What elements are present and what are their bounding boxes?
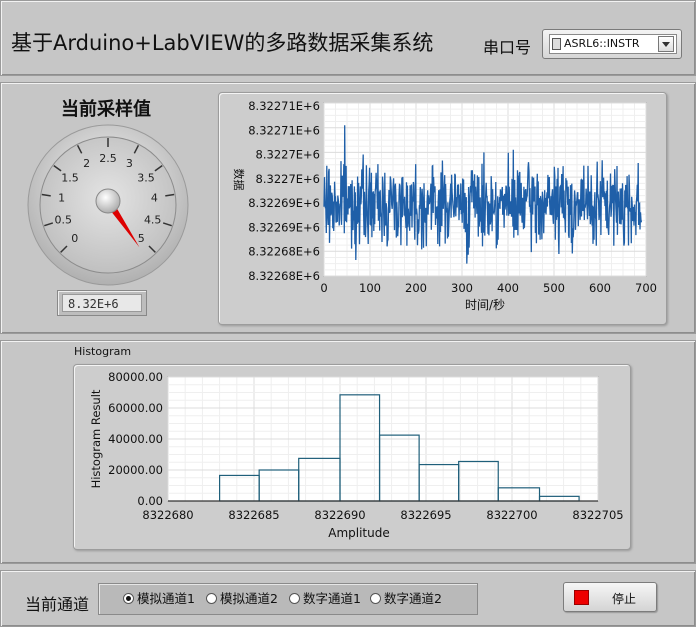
radio-dot[interactable] — [206, 593, 217, 604]
y-tick-label: 8.32269E+6 — [248, 220, 320, 234]
header-panel: 基于Arduino+LabVIEW的多路数据采集系统 串口号 ASRL6::IN… — [0, 0, 696, 76]
radio-label: 数字通道2 — [384, 591, 442, 606]
gauge-tick-label: 1.5 — [61, 171, 79, 184]
gauge-title: 当前采样值 — [61, 99, 151, 120]
radio-dot[interactable] — [289, 593, 300, 604]
monitor-panel: 当前采样值 0 0.5 1 1.5 2 2.5 3 3.5 4 4.5 5 8.32E+6 0 100… — [0, 82, 696, 334]
x-tick-label: 100 — [359, 281, 381, 295]
x-tick-label: 600 — [589, 281, 611, 295]
histogram-chart: 8322680 8322685 8322690 8322695 8322700 83227… — [89, 370, 624, 540]
y-tick-label: 20000.00 — [108, 463, 163, 477]
gauge-tick — [76, 144, 83, 154]
port-select[interactable]: ASRL6::INSTR — [542, 29, 682, 59]
radio-dot[interactable] — [370, 593, 381, 604]
gauge-tick — [165, 193, 175, 197]
waveform-chart: 0 100 200 300 400 500 600 700 8.32271E+6 8.32271E… — [232, 99, 657, 312]
radio-label: 模拟通道1 — [137, 591, 195, 606]
control-panel: 当前通道 模拟通道1 模拟通道2 数字通道1 数字通道2 停止 — [0, 570, 696, 627]
x-tick-label: 0 — [320, 281, 327, 295]
x-tick-label: 8322705 — [572, 508, 623, 522]
stop-led-icon — [574, 590, 589, 605]
gauge-tick — [133, 144, 140, 154]
waveform-series-line — [323, 125, 643, 264]
radio-digital-2[interactable]: 数字通道2 — [370, 591, 442, 607]
x-tick-label: 700 — [635, 281, 657, 295]
channel-radio-group: 模拟通道1 模拟通道2 数字通道1 数字通道2 — [98, 583, 478, 615]
gauge-tick-label: 4 — [151, 192, 158, 205]
gauge: 0 0.5 1 1.5 2 2.5 3 3.5 4 4.5 5 — [27, 124, 189, 286]
port-value: ASRL6::INSTR — [564, 37, 640, 50]
stop-button[interactable]: 停止 — [563, 582, 657, 612]
y-tick-label: 60000.00 — [108, 401, 163, 415]
gauge-tick — [44, 222, 54, 227]
gauge-tick-label: 4.5 — [144, 214, 162, 227]
chevron-down-icon[interactable] — [658, 36, 674, 52]
port-label: 串口号 — [483, 38, 532, 57]
gauge-tick-label: 3 — [126, 157, 133, 170]
gauge-tick-label: 0.5 — [55, 214, 72, 227]
histogram-label: Histogram — [74, 345, 132, 358]
y-tick-label: 8.32269E+6 — [248, 196, 320, 210]
x-tick-label: 400 — [497, 281, 519, 295]
x-tick-label: 8322700 — [486, 508, 537, 522]
y-axis-label: 数据 — [232, 169, 246, 191]
radio-analog-2[interactable]: 模拟通道2 — [206, 591, 278, 607]
y-tick-label: 8.32268E+6 — [248, 269, 320, 283]
x-tick-label: 8322680 — [142, 508, 193, 522]
gauge-tick-label: 0 — [71, 232, 78, 245]
y-tick-label: 40000.00 — [108, 432, 163, 446]
gauge-tick — [148, 245, 156, 253]
x-axis-label: Amplitude — [328, 526, 390, 540]
y-tick-label: 8.32271E+6 — [248, 123, 320, 137]
histogram-chart-frame: 8322680 8322685 8322690 8322695 8322700 83227… — [73, 364, 631, 550]
visa-resource-icon — [552, 38, 561, 50]
radio-label: 模拟通道2 — [220, 591, 278, 606]
histogram-panel: Histogram 8322680 8322685 8322690 8322695 83… — [0, 340, 696, 564]
radio-label: 数字通道1 — [303, 591, 361, 606]
y-tick-label: 8.3227E+6 — [256, 148, 320, 162]
radio-dot[interactable] — [123, 593, 134, 604]
channel-label: 当前通道 — [25, 595, 90, 614]
x-tick-label: 8322695 — [400, 508, 451, 522]
y-tick-label: 80000.00 — [108, 370, 163, 384]
gauge-tick-label: 3.5 — [137, 171, 155, 184]
y-tick-label: 8.32271E+6 — [248, 99, 320, 113]
app-title: 基于Arduino+LabVIEW的多路数据采集系统 — [11, 31, 434, 55]
x-axis-label: 时间/秒 — [465, 298, 505, 312]
readout-value: 8.32E+6 — [62, 294, 142, 312]
stop-label: 停止 — [612, 592, 637, 606]
gauge-tick-label: 2.5 — [99, 152, 117, 165]
gauge-tick-label: 2 — [83, 157, 90, 170]
gauge-tick — [53, 165, 62, 172]
gauge-hub — [95, 188, 121, 214]
port-field[interactable]: ASRL6::INSTR — [549, 34, 677, 54]
gauge-tick — [162, 222, 172, 227]
y-tick-label: 8.3227E+6 — [256, 172, 320, 186]
x-tick-label: 8322690 — [314, 508, 365, 522]
gauge-tick — [60, 245, 68, 253]
y-axis-label: Histogram Result — [89, 389, 103, 488]
gauge-tick — [154, 165, 163, 172]
gauge-tick — [41, 193, 51, 197]
gauge-tick-label: 1 — [58, 192, 65, 205]
y-tick-label: 0.00 — [137, 494, 163, 508]
x-tick-label: 500 — [543, 281, 565, 295]
gauge-tick-label: 5 — [138, 232, 145, 245]
waveform-chart-frame: 0 100 200 300 400 500 600 700 8.32271E+6 8.32271E… — [218, 92, 667, 325]
x-tick-label: 300 — [451, 281, 473, 295]
y-tick-label: 8.32268E+6 — [248, 245, 320, 259]
radio-analog-1[interactable]: 模拟通道1 — [123, 591, 195, 607]
radio-digital-1[interactable]: 数字通道1 — [289, 591, 361, 607]
value-readout: 8.32E+6 — [57, 290, 147, 316]
x-tick-label: 8322685 — [228, 508, 279, 522]
x-tick-label: 200 — [405, 281, 427, 295]
